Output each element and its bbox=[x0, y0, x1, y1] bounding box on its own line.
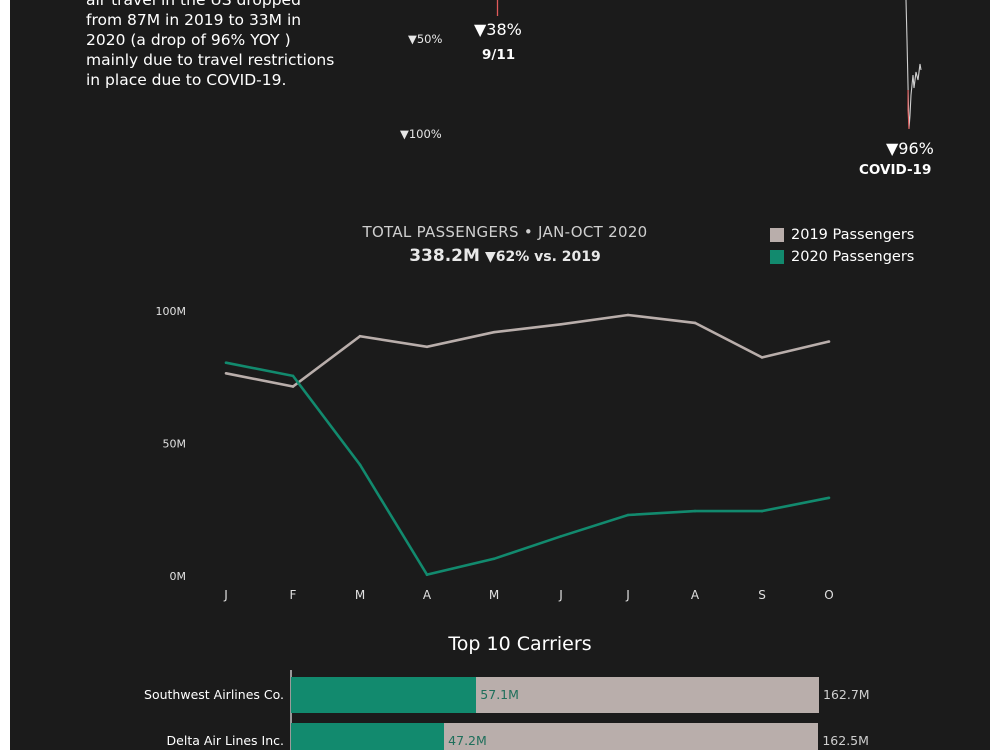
x-tick-label: M bbox=[355, 588, 365, 602]
x-tick-label: J bbox=[223, 588, 228, 602]
x-tick-label: S bbox=[758, 588, 766, 602]
data-point[interactable] bbox=[827, 340, 831, 343]
x-tick-label: O bbox=[824, 588, 833, 602]
y-tick-label: 0M bbox=[170, 570, 187, 583]
data-point[interactable] bbox=[693, 509, 697, 513]
legend-swatch-2019 bbox=[770, 228, 784, 242]
event-line-911 bbox=[496, 0, 499, 16]
history-tick-50: ▼50% bbox=[408, 32, 443, 46]
data-point[interactable] bbox=[559, 535, 563, 538]
carrier-bar-2019: 47.2M 162.5M bbox=[291, 723, 869, 750]
passengers-line-chart: 0M 50M 100M J F M A M J J A S O bbox=[156, 305, 834, 602]
event-covid-pct: ▼96% bbox=[886, 139, 934, 158]
carrier-bar-2020 bbox=[291, 677, 477, 713]
series-line-2019[interactable] bbox=[225, 313, 830, 388]
intro-text: air travel in the US dropped from 87M in… bbox=[86, 0, 335, 89]
chart-change: ▼62% vs. 2019 bbox=[485, 249, 601, 265]
data-point[interactable] bbox=[358, 463, 362, 467]
data-point[interactable] bbox=[358, 334, 362, 338]
legend-item-2020[interactable]: 2020 Passengers bbox=[770, 248, 914, 266]
data-point[interactable] bbox=[760, 356, 764, 359]
legend-label-2019: 2019 Passengers bbox=[791, 227, 915, 243]
legend-item-2019[interactable]: 2019 Passengers bbox=[770, 226, 914, 244]
carrier-value-2019: 162.5M bbox=[822, 733, 869, 748]
chart-total: 338.2M bbox=[409, 246, 480, 266]
carrier-row[interactable]: Southwest Airlines Co. 57.1M 162.7M bbox=[10, 677, 990, 713]
series-line-2020[interactable] bbox=[225, 361, 830, 577]
legend-swatch-2020 bbox=[770, 250, 784, 264]
event-covid-label: COVID-19 bbox=[859, 162, 932, 178]
event-line-covid bbox=[905, 0, 922, 130]
x-tick-label: A bbox=[423, 588, 432, 602]
carrier-bar-2020 bbox=[291, 723, 445, 750]
carrier-value-2020: 47.2M bbox=[448, 733, 487, 748]
data-point[interactable] bbox=[425, 345, 429, 349]
event-911-pct: ▼38% bbox=[474, 20, 522, 39]
data-point[interactable] bbox=[425, 573, 429, 576]
data-point[interactable] bbox=[626, 513, 630, 517]
carrier-bar-2019: 57.1M 162.7M bbox=[291, 677, 870, 713]
data-point[interactable] bbox=[224, 372, 228, 375]
carrier-value-2019: 162.7M bbox=[823, 687, 870, 702]
carrier-name: Southwest Airlines Co. bbox=[144, 687, 284, 702]
carrier-name: Delta Air Lines Inc. bbox=[166, 733, 284, 748]
chart-summary: 338.2M ▼62% vs. 2019 bbox=[10, 246, 990, 266]
event-911-label: 9/11 bbox=[482, 47, 516, 63]
carrier-row[interactable]: Delta Air Lines Inc. 47.2M 162.5M bbox=[10, 723, 990, 750]
data-point[interactable] bbox=[492, 557, 496, 561]
x-tick-label: A bbox=[691, 588, 700, 602]
data-point[interactable] bbox=[693, 321, 697, 325]
data-point[interactable] bbox=[760, 509, 764, 513]
carriers-title: Top 10 Carriers bbox=[448, 633, 592, 655]
data-point[interactable] bbox=[224, 361, 228, 365]
x-tick-label: J bbox=[558, 588, 563, 602]
data-point[interactable] bbox=[492, 330, 496, 334]
y-tick-label: 100M bbox=[156, 305, 187, 318]
dashboard-panel: air travel in the US dropped from 87M in… bbox=[10, 0, 990, 750]
data-point[interactable] bbox=[291, 374, 295, 378]
data-point[interactable] bbox=[291, 385, 295, 388]
x-tick-label: F bbox=[290, 588, 297, 602]
data-point[interactable] bbox=[559, 323, 563, 326]
history-tick-100: ▼100% bbox=[400, 127, 442, 141]
y-tick-label: 50M bbox=[163, 438, 187, 451]
data-point[interactable] bbox=[827, 496, 831, 500]
x-tick-label: J bbox=[625, 588, 630, 602]
carrier-value-2020: 57.1M bbox=[480, 687, 519, 702]
x-tick-label: M bbox=[489, 588, 499, 602]
data-point[interactable] bbox=[626, 313, 630, 317]
chart-title: TOTAL PASSENGERS • JAN-OCT 2020 bbox=[362, 223, 648, 241]
legend-label-2020: 2020 Passengers bbox=[791, 249, 915, 265]
